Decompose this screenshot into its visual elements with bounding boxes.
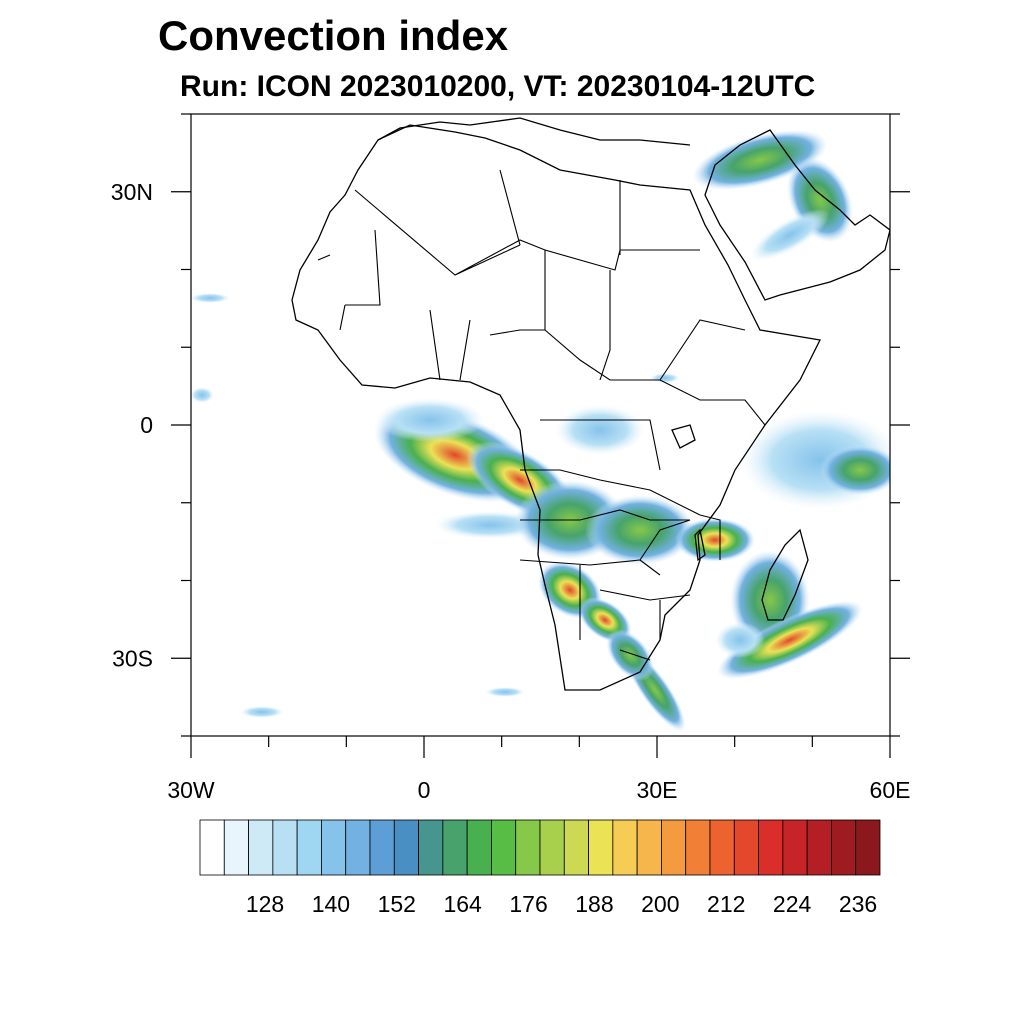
colorbar-swatch — [636, 819, 662, 876]
colorbar-label: 176 — [509, 891, 547, 917]
colorbar-swatch — [393, 819, 419, 876]
colorbar-swatch — [855, 819, 881, 876]
colorbar-swatch — [612, 819, 638, 876]
colorbar-swatch — [199, 819, 225, 876]
convection-area — [191, 293, 230, 303]
colorbar-swatch — [418, 819, 444, 876]
coastline-med — [377, 117, 691, 146]
colorbar-swatch — [223, 819, 249, 876]
y-tick-label: 30S — [112, 645, 153, 671]
colorbar-label: 152 — [378, 891, 416, 917]
coastline-arabia — [704, 129, 890, 301]
convection-area — [375, 398, 485, 442]
colorbar-swatch — [369, 819, 395, 876]
coastline-madagascar — [761, 528, 809, 621]
colorbar-swatch — [709, 819, 735, 876]
convection-area — [750, 209, 830, 261]
colorbar-swatch — [272, 819, 298, 876]
colorbar-swatch — [296, 819, 322, 876]
axes: 30W 0 30E 60E 30S 0 30N — [111, 113, 911, 803]
colorbar-swatch — [442, 819, 468, 876]
x-tick-label: 30W — [167, 777, 215, 803]
map-panel — [190, 113, 891, 737]
convection-area — [716, 600, 864, 680]
colorbar-label: 212 — [707, 891, 745, 917]
colorbar-swatch — [806, 819, 832, 876]
colorbar: 128 140 152 164 176 188 200 212 224 236 — [199, 819, 881, 917]
chart-title: Convection index — [158, 12, 509, 59]
colorbar-label: 188 — [575, 891, 613, 917]
convection-area — [555, 405, 645, 455]
coastline-africa — [291, 124, 821, 691]
convection-area — [650, 373, 680, 383]
colorbar-swatch — [588, 819, 614, 876]
colorbar-swatch — [466, 819, 492, 876]
colorbar-swatch — [345, 819, 371, 876]
convection-area — [675, 518, 755, 562]
lake-victoria — [671, 424, 696, 449]
convection-area — [715, 622, 765, 658]
y-tick-label: 0 — [140, 412, 153, 438]
colorbar-swatch — [321, 819, 347, 876]
colorbar-swatch — [831, 819, 857, 876]
colorbar-swatch — [685, 819, 711, 876]
colorbar-swatch — [733, 819, 759, 876]
borders — [317, 169, 766, 661]
convection-area — [820, 445, 890, 495]
convection-field — [191, 129, 890, 732]
colorbar-label: 224 — [773, 891, 812, 917]
colorbar-swatch — [661, 819, 687, 876]
convection-area — [240, 706, 284, 718]
convection-area — [485, 687, 525, 697]
x-tick-label: 0 — [418, 777, 431, 803]
coastlines — [291, 117, 890, 691]
colorbar-swatch — [539, 819, 565, 876]
chart-subtitle: Run: ICON 2023010200, VT: 20230104-12UTC — [180, 70, 816, 103]
x-tick-label: 30E — [637, 777, 678, 803]
colorbar-swatch — [491, 819, 517, 876]
convection-area — [692, 129, 828, 191]
colorbar-swatch — [758, 819, 784, 876]
convection-area — [585, 495, 695, 565]
convection-area — [191, 387, 214, 403]
x-tick-label: 60E — [870, 777, 911, 803]
colorbar-swatch — [563, 819, 589, 876]
colorbar-label: 200 — [641, 891, 679, 917]
y-tick-label: 30N — [111, 179, 153, 205]
colorbar-label: 164 — [443, 891, 482, 917]
colorbar-swatch — [248, 819, 274, 876]
colorbar-swatch — [782, 819, 808, 876]
colorbar-swatch — [515, 819, 541, 876]
colorbar-label: 236 — [839, 891, 877, 917]
lake-malawi — [694, 528, 706, 562]
colorbar-label: 128 — [246, 891, 284, 917]
colorbar-label: 140 — [312, 891, 350, 917]
